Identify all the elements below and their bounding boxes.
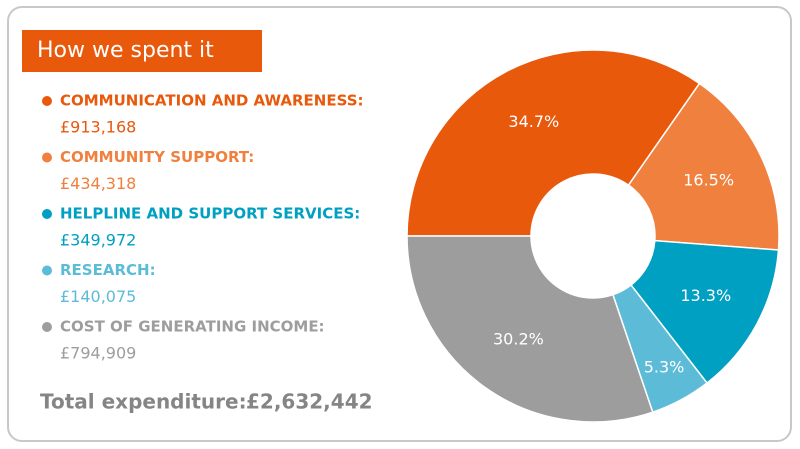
legend-label: RESEARCH: xyxy=(60,261,156,279)
legend-label: COMMUNICATION AND AWARENESS: xyxy=(60,92,364,110)
legend-marker xyxy=(42,152,52,163)
legend-marker xyxy=(42,209,52,219)
slice-label: 16.5% xyxy=(683,171,734,190)
slice-label: 34.7% xyxy=(508,112,559,131)
legend-marker xyxy=(42,265,52,276)
total-value: £2,632,442 xyxy=(246,390,373,414)
total-label: Total expenditure: xyxy=(40,390,247,414)
chart-title: How we spent it xyxy=(37,38,214,63)
legend-amount: £349,972 xyxy=(60,231,136,250)
legend-label: COMMUNITY SUPPORT: xyxy=(60,148,254,166)
legend-amount: £140,075 xyxy=(60,287,136,306)
title-banner xyxy=(22,30,262,72)
legend-label: HELPLINE AND SUPPORT SERVICES: xyxy=(60,205,360,223)
donut-slice xyxy=(406,235,654,423)
slice-label: 13.3% xyxy=(680,286,731,305)
donut-slice xyxy=(627,82,780,251)
legend-label: COST OF GENERATING INCOME: xyxy=(60,318,325,336)
donut-slice xyxy=(629,239,780,385)
legend-amount: £913,168 xyxy=(60,118,136,137)
legend-amount: £434,318 xyxy=(60,174,136,193)
legend-marker xyxy=(42,96,52,106)
legend-amount: £794,909 xyxy=(60,344,136,363)
donut-slice xyxy=(406,49,701,237)
slice-label: 30.2% xyxy=(493,330,544,349)
legend-marker xyxy=(42,322,52,332)
slice-label: 5.3% xyxy=(644,358,685,377)
